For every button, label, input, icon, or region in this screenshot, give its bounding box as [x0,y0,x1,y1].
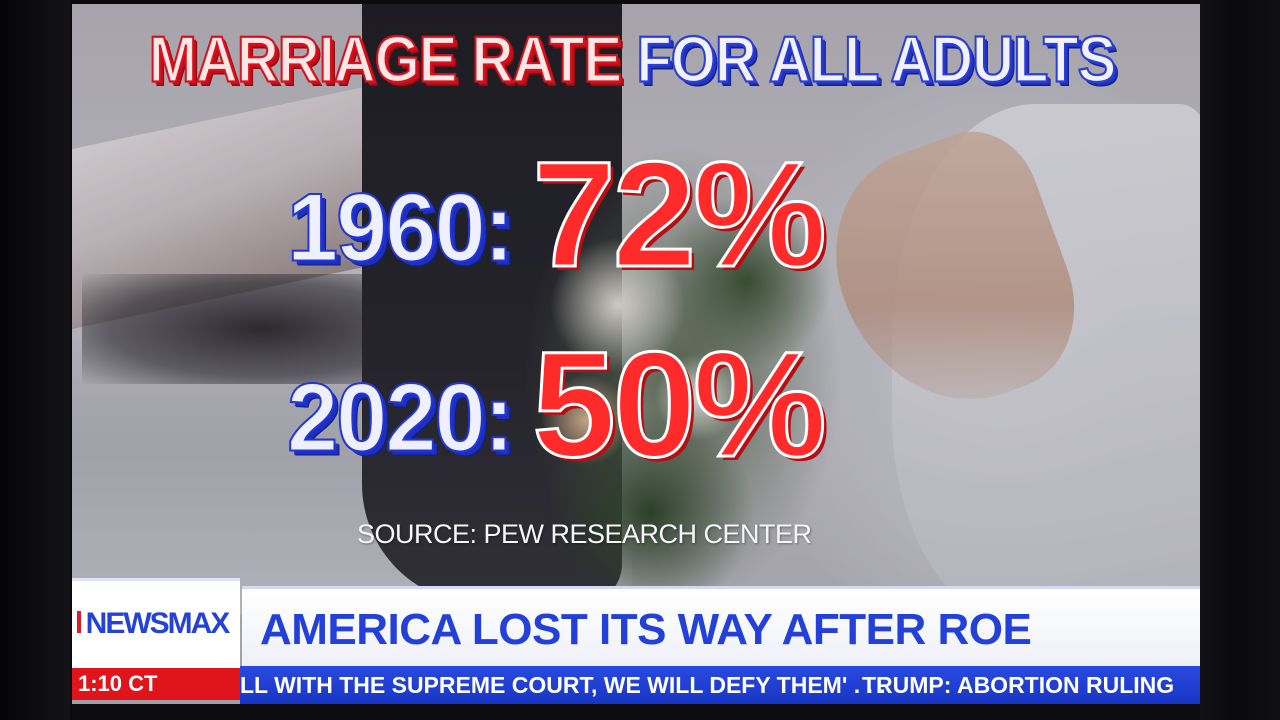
tv-bezel-bottom [72,704,1200,720]
tv-bezel-left [0,0,70,720]
headline-blue-part: FOR ALL ADULTS [635,22,1117,97]
clock-time: 1:10 CT [78,671,158,696]
news-ticker: LL WITH THE SUPREME COURT, WE WILL DEFY … [240,666,1200,704]
stat-row-2020: 2020: 50% [286,320,828,489]
ticker-item: LL WITH THE SUPREME COURT, WE WILL DEFY … [240,672,886,698]
graphic-headline: MARRIAGE RATE FOR ALL ADULTS [132,22,1132,97]
headline-red-part: MARRIAGE RATE [148,22,623,97]
stat-value: 72% [531,130,828,298]
tv-screen: MARRIAGE RATE FOR ALL ADULTS 1960: 72% 20… [72,4,1200,720]
source-credit: SOURCE: PEW RESEARCH CENTER [357,519,812,549]
ticker-track: LL WITH THE SUPREME COURT, WE WILL DEFY … [240,670,1200,704]
background-bouquet [522,144,842,604]
tv-bezel-right [1200,0,1280,720]
channel-logo: NEWSMAX [85,607,231,640]
channel-logo-box: NEWSMAX [72,578,240,673]
logo-accent-mark [77,611,81,633]
stat-row-1960: 1960: 72% [286,130,828,299]
ticker-item: TRUMP: ABORTION RULING [862,672,1175,698]
stat-year: 1960: [286,173,515,282]
tv-bezel-top [0,0,1280,6]
lower-third-title: AMERICA LOST ITS WAY AFTER ROE [260,605,1032,654]
stat-value: 50% [531,320,828,488]
lower-third-title-bar: AMERICA LOST ITS WAY AFTER ROE [242,586,1200,669]
clock-box: 1:10 CT [72,668,240,700]
stat-year: 2020: [286,363,515,472]
